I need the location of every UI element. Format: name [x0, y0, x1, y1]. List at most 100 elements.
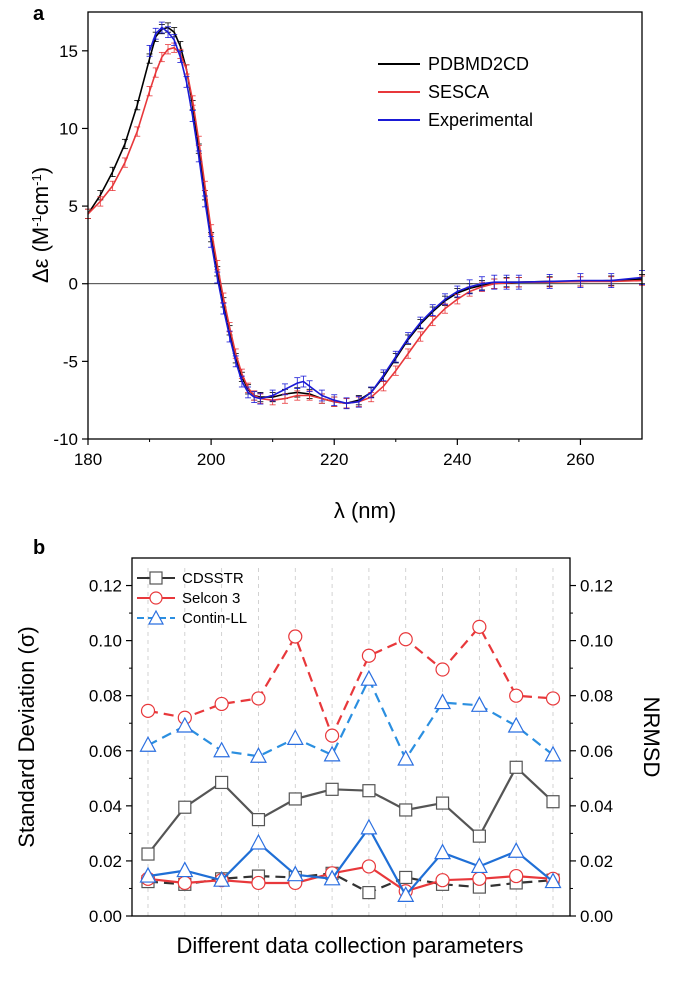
data-point-circle — [324, 728, 340, 743]
series-line-pdbmd2cd — [87, 26, 643, 405]
panel-b-y-axis-label-right: NRMSD — [639, 697, 664, 778]
data-point-square — [288, 792, 302, 806]
data-point-circle — [472, 619, 487, 634]
data-point-circle — [251, 691, 266, 706]
legend-label: Selcon 3 — [182, 590, 240, 607]
panel-a-y-axis-label: Δε (M-1cm-1) — [28, 167, 53, 283]
data-point-triangle — [470, 857, 488, 874]
data-point-square — [251, 813, 266, 827]
panel-b-x-axis-label: Different data collection parameters — [177, 933, 524, 958]
data-point-circle — [435, 662, 450, 677]
data-point-circle — [361, 859, 377, 874]
data-point-triangle — [176, 861, 194, 878]
data-point-circle — [509, 688, 524, 703]
data-point-circle — [177, 875, 192, 891]
series-selcon-3-standard-deviation — [140, 619, 561, 743]
y-tick-label-left: 0.06 — [89, 742, 122, 761]
data-point-triangle — [544, 745, 562, 762]
y-tick-label-left: 0.10 — [89, 632, 122, 651]
data-point-triangle — [213, 741, 231, 758]
panel-a-x-ticks: 180 200 220 240 260 — [74, 439, 595, 469]
x-tick-label: 240 — [443, 450, 471, 469]
x-tick-label: 200 — [197, 450, 225, 469]
legend-label: Contin-LL — [182, 610, 247, 627]
series-experimental — [146, 21, 645, 410]
data-point-square — [546, 795, 560, 809]
data-point-triangle — [507, 716, 525, 733]
series-cdsstr-standard-deviation — [141, 760, 560, 861]
y-tick-label-left: 0.04 — [89, 797, 122, 816]
series-contin-ll-nrmsd — [139, 818, 562, 902]
data-point-circle — [509, 868, 524, 884]
series-line-sesca — [87, 46, 643, 405]
series-line-experimental — [148, 26, 643, 405]
data-point-circle — [435, 873, 450, 888]
y-tick-label: 15 — [59, 42, 78, 61]
data-point-circle — [140, 703, 156, 718]
y-tick-label-right: 0.04 — [580, 797, 613, 816]
panel-a-legend: PDBMD2CD SESCA Experimental — [378, 54, 533, 130]
panel-a-y-ticks: -10 -5 0 5 10 15 — [53, 42, 88, 449]
legend-marker-circle — [149, 591, 163, 605]
data-point-triangle — [544, 872, 562, 889]
data-point-triangle — [323, 745, 341, 762]
panel-b-legend: CDSSTR Selcon 3 Contin-LL — [137, 570, 247, 627]
data-point-square — [472, 829, 486, 843]
legend-label-sesca: SESCA — [428, 82, 489, 102]
y-tick-label: 5 — [69, 197, 78, 216]
y-tick-label-left: 0.02 — [89, 852, 122, 871]
data-point-triangle — [323, 869, 341, 886]
x-tick-label: 180 — [74, 450, 102, 469]
y-tick-label-left: 0.12 — [89, 577, 122, 596]
panel-a-frame — [87, 11, 643, 440]
series-sesca — [85, 42, 645, 409]
y-tick-label: -10 — [53, 430, 78, 449]
panel-b-plot — [139, 568, 562, 916]
y-tick-label-right: 0.12 — [580, 577, 613, 596]
y-tick-label: 10 — [59, 119, 78, 138]
series-pdbmd2cd — [85, 22, 645, 409]
data-point-triangle — [360, 669, 378, 686]
panel-b-y-axis-label-left: Standard Deviation (σ) — [14, 626, 39, 847]
data-point-square — [509, 760, 523, 774]
data-point-triangle — [397, 886, 415, 902]
legend-marker-triangle — [147, 609, 165, 625]
data-point-triangle — [213, 870, 231, 887]
data-point-circle — [214, 696, 229, 712]
panel-b-y-ticks: 0.00 0.00 0.02 0.02 0.04 0.04 0.06 0.06 0.08 0.08… — [89, 577, 613, 926]
series-selcon-3-nrmsd — [140, 859, 561, 899]
y-tick-label: -5 — [63, 352, 78, 371]
panel-a-label: a — [33, 3, 45, 25]
y-tick-label-right: 0.02 — [580, 852, 613, 871]
x-tick-label: 260 — [566, 450, 594, 469]
data-point-triangle — [507, 842, 525, 858]
y-tick-label-right: 0.00 — [580, 907, 613, 926]
data-point-square — [325, 782, 339, 796]
series-contin-ll-standard-deviation — [139, 669, 562, 766]
y-tick-label-right: 0.10 — [580, 632, 613, 651]
panel-b-frame — [131, 557, 571, 917]
series-line — [147, 826, 554, 897]
series-line — [147, 865, 554, 893]
data-point-circle — [251, 875, 266, 891]
y-tick-label-right: 0.06 — [580, 742, 613, 761]
data-point-circle — [398, 632, 413, 647]
data-point-triangle — [434, 843, 452, 860]
data-point-triangle — [286, 865, 304, 882]
data-point-triangle — [397, 749, 415, 766]
data-point-circle — [288, 629, 303, 644]
data-point-circle — [545, 691, 561, 706]
data-point-square — [362, 885, 376, 900]
x-tick-label: 220 — [320, 450, 348, 469]
data-point-square — [399, 870, 413, 885]
legend-label: CDSSTR — [182, 570, 244, 587]
data-point-triangle — [176, 716, 194, 733]
data-point-square — [178, 800, 192, 814]
data-point-circle — [472, 871, 487, 886]
panel-a-x-axis-label: λ (nm) — [334, 498, 396, 523]
series-cdsstr-nrmsd — [141, 866, 560, 900]
data-point-square — [215, 775, 229, 790]
legend-label-pdbmd2cd: PDBMD2CD — [428, 54, 529, 74]
data-point-triangle — [360, 818, 378, 835]
